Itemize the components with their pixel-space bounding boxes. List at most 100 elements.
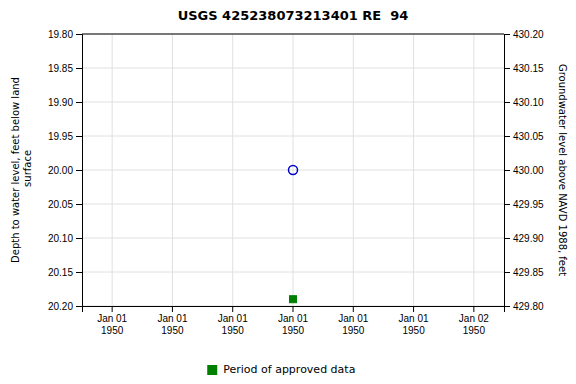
axis-title: Depth to water level, feet below land su… <box>10 77 33 263</box>
tick-label: Jan 011950 <box>399 313 429 336</box>
tick-label: 429.90 <box>513 233 544 244</box>
tick: Jan 011950 <box>399 306 429 336</box>
tick-label: 430.20 <box>513 29 544 40</box>
grid-line <box>413 34 414 306</box>
tick-label: 19.85 <box>48 63 73 74</box>
axis-line <box>83 307 505 313</box>
tick-mark <box>76 306 82 307</box>
grid-line <box>473 34 474 306</box>
frame <box>82 34 504 35</box>
point <box>289 166 298 175</box>
tick: 430.20 <box>504 29 544 40</box>
tick-label: 429.85 <box>513 267 544 278</box>
tick-label: 430.15 <box>513 63 544 74</box>
title: USGS 425238073213401 RE 94 <box>178 8 409 23</box>
legend-label: Period of approved data <box>223 363 355 376</box>
tick-mark <box>112 306 113 312</box>
tick: 20.05 <box>48 199 82 210</box>
tick-mark <box>76 170 82 171</box>
tick-mark <box>232 306 233 312</box>
tick: 430.15 <box>504 63 544 74</box>
grid-line <box>353 34 354 306</box>
tick: 429.95 <box>504 199 544 210</box>
tick-mark <box>504 102 510 103</box>
tick-label: Jan 011950 <box>97 313 127 336</box>
tick-mark <box>76 34 82 35</box>
tick-mark <box>504 204 510 205</box>
tick: 429.90 <box>504 233 544 244</box>
tick-label: Jan 011950 <box>218 313 248 336</box>
tick-label: 20.10 <box>48 233 73 244</box>
tick-mark <box>76 204 82 205</box>
tick-label: 19.95 <box>48 131 73 142</box>
tick: 19.80 <box>48 29 82 40</box>
y-axis: 19.80 19.85 19.90 19.95 20.00 20.05 20.10 20.15… <box>48 29 83 312</box>
tick: 19.90 <box>48 97 82 108</box>
grid <box>82 34 504 306</box>
marks <box>289 166 298 303</box>
tick: 430.00 <box>504 165 544 176</box>
tick-label: Jan 011950 <box>338 313 368 336</box>
axis-line <box>505 35 511 307</box>
tick: 20.00 <box>48 165 82 176</box>
tick-label: 20.15 <box>48 267 73 278</box>
tick: Jan 021950 <box>459 306 489 336</box>
grid-line <box>293 34 294 306</box>
plot: Jan 011950 Jan 011950 Jan 011950 Jan 011950… <box>48 29 544 336</box>
series <box>289 166 298 175</box>
tick-mark <box>172 306 173 312</box>
tick-mark <box>76 238 82 239</box>
tick: 20.15 <box>48 267 82 278</box>
grid-line <box>112 34 113 306</box>
axis-line <box>76 35 83 307</box>
tick-mark <box>76 136 82 137</box>
tick-mark <box>413 306 414 312</box>
chart: Jan 011950 Jan 011950 Jan 011950 Jan 011950… <box>0 0 576 384</box>
tick: Jan 011950 <box>157 306 187 336</box>
tick-mark <box>504 272 510 273</box>
tick: 20.10 <box>48 233 82 244</box>
tick-label: 19.80 <box>48 29 73 40</box>
point <box>290 296 297 303</box>
grid-line <box>82 34 504 35</box>
tick: Jan 011950 <box>97 306 127 336</box>
tick-mark <box>76 272 82 273</box>
tick-mark <box>504 136 510 137</box>
tick: Jan 011950 <box>338 306 368 336</box>
tick-mark <box>504 68 510 69</box>
tick: 19.85 <box>48 63 82 74</box>
tick-mark <box>76 68 82 69</box>
grid-line <box>232 34 233 306</box>
tick-label: 19.90 <box>48 97 73 108</box>
tick: 19.95 <box>48 131 82 142</box>
tick: 430.10 <box>504 97 544 108</box>
x-axis: Jan 011950 Jan 011950 Jan 011950 Jan 011950… <box>83 306 505 336</box>
legend-item: Period of approved data <box>207 363 355 376</box>
tick-label: Jan 021950 <box>459 313 489 336</box>
grid-line <box>172 34 173 306</box>
tick: Jan 011950 <box>278 306 308 336</box>
tick-label: 20.20 <box>48 301 73 312</box>
series <box>290 296 297 303</box>
tick-label: 430.05 <box>513 131 544 142</box>
tick-label: Jan 011950 <box>278 313 308 336</box>
tick: Jan 011950 <box>218 306 248 336</box>
tick: 430.05 <box>504 131 544 142</box>
tick-label: 20.00 <box>48 165 73 176</box>
tick-mark <box>353 306 354 312</box>
tick-label: 429.80 <box>513 301 544 312</box>
tick-label: 430.00 <box>513 165 544 176</box>
tick-mark <box>504 170 510 171</box>
tick: 429.85 <box>504 267 544 278</box>
tick-mark <box>504 306 510 307</box>
tick-mark <box>504 238 510 239</box>
axis-title: Groundwater level above NAVD 1988, feet <box>557 64 568 276</box>
tick-mark <box>293 306 294 312</box>
y2-axis: 430.20 430.15 430.10 430.05 430.00 429.95 429.… <box>504 29 544 312</box>
tick: 429.80 <box>504 301 544 312</box>
tick-mark <box>473 306 474 312</box>
tick-label: 20.05 <box>48 199 73 210</box>
tick: 20.20 <box>48 301 82 312</box>
legend: Period of approved data <box>207 363 355 376</box>
legend-swatch <box>207 365 217 375</box>
